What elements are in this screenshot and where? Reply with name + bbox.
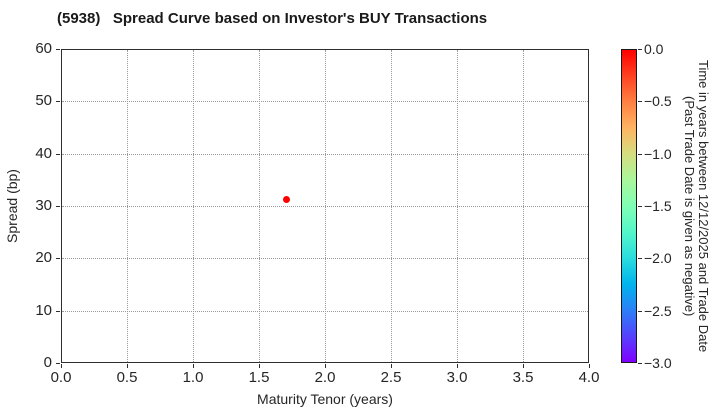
colorbar-tick — [638, 363, 642, 364]
y-tick-label: 0 — [43, 354, 52, 371]
grid-line-horizontal — [62, 101, 588, 103]
colorbar-tick-label: −2.5 — [644, 302, 672, 319]
colorbar-tick-label: −1.0 — [644, 145, 672, 162]
colorbar-label-line2: (Past Trade Date is given as negative) — [682, 95, 697, 317]
data-point — [283, 195, 291, 203]
colorbar-tick-label: −3.0 — [644, 355, 672, 371]
y-tick-label: 20 — [35, 249, 52, 267]
colorbar-tick-label: −1.5 — [644, 198, 672, 214]
y-tick — [56, 310, 60, 312]
x-axis-label: Maturity Tenor (years) — [257, 391, 393, 407]
grid-line-horizontal — [62, 153, 588, 155]
x-tick-label: 0.5 — [116, 369, 138, 386]
colorbar-tick — [638, 101, 642, 103]
y-tick — [56, 49, 60, 50]
y-tick — [56, 101, 60, 103]
colorbar-tick-label: 0.0 — [644, 41, 664, 57]
y-tick-label: 60 — [35, 40, 52, 57]
x-tick — [193, 364, 194, 368]
y-tick-label: 50 — [35, 92, 52, 110]
y-tick-label: 10 — [35, 301, 52, 319]
colorbar-tick — [638, 206, 642, 207]
x-tick-label: 3.0 — [446, 369, 468, 386]
x-tick-label: 2.0 — [314, 369, 336, 386]
x-tick-label: 3.5 — [512, 369, 534, 386]
x-tick — [127, 364, 128, 368]
grid-line-horizontal — [62, 206, 588, 207]
y-tick — [56, 258, 60, 260]
grid-line-horizontal — [62, 258, 588, 260]
x-tick-label: 4.0 — [578, 369, 600, 386]
colorbar-label-line1: Time in years between 12/12/2025 and Tra… — [696, 59, 711, 353]
y-tick — [56, 206, 60, 207]
colorbar-tick-label: −0.5 — [644, 93, 672, 110]
y-tick-label: 40 — [35, 144, 52, 162]
x-tick — [391, 364, 392, 368]
x-tick — [457, 364, 458, 368]
colorbar-tick — [638, 310, 642, 312]
x-tick-label: 0.0 — [50, 369, 72, 386]
y-tick — [56, 153, 60, 155]
colorbar-tick — [638, 153, 642, 155]
x-tick — [523, 364, 524, 368]
colorbar-gradient — [621, 49, 637, 363]
x-tick — [325, 364, 326, 368]
chart-title: (5938) Spread Curve based on Investor's … — [57, 10, 488, 27]
x-tick-label: 1.0 — [182, 369, 204, 386]
colorbar-tick — [638, 258, 642, 260]
x-tick-label: 2.5 — [380, 369, 402, 386]
x-tick-label: 1.5 — [248, 369, 270, 386]
y-tick — [56, 363, 60, 364]
colorbar-tick-label: −2.0 — [644, 250, 672, 267]
colorbar-label: Time in years between 12/12/2025 and Tra… — [682, 49, 711, 363]
x-tick — [61, 364, 62, 368]
y-tick-label: 30 — [35, 197, 52, 214]
grid-line-horizontal — [62, 310, 588, 312]
x-tick — [259, 364, 260, 368]
colorbar-tick — [638, 49, 642, 50]
x-tick — [589, 364, 590, 368]
plot-area — [61, 49, 589, 363]
